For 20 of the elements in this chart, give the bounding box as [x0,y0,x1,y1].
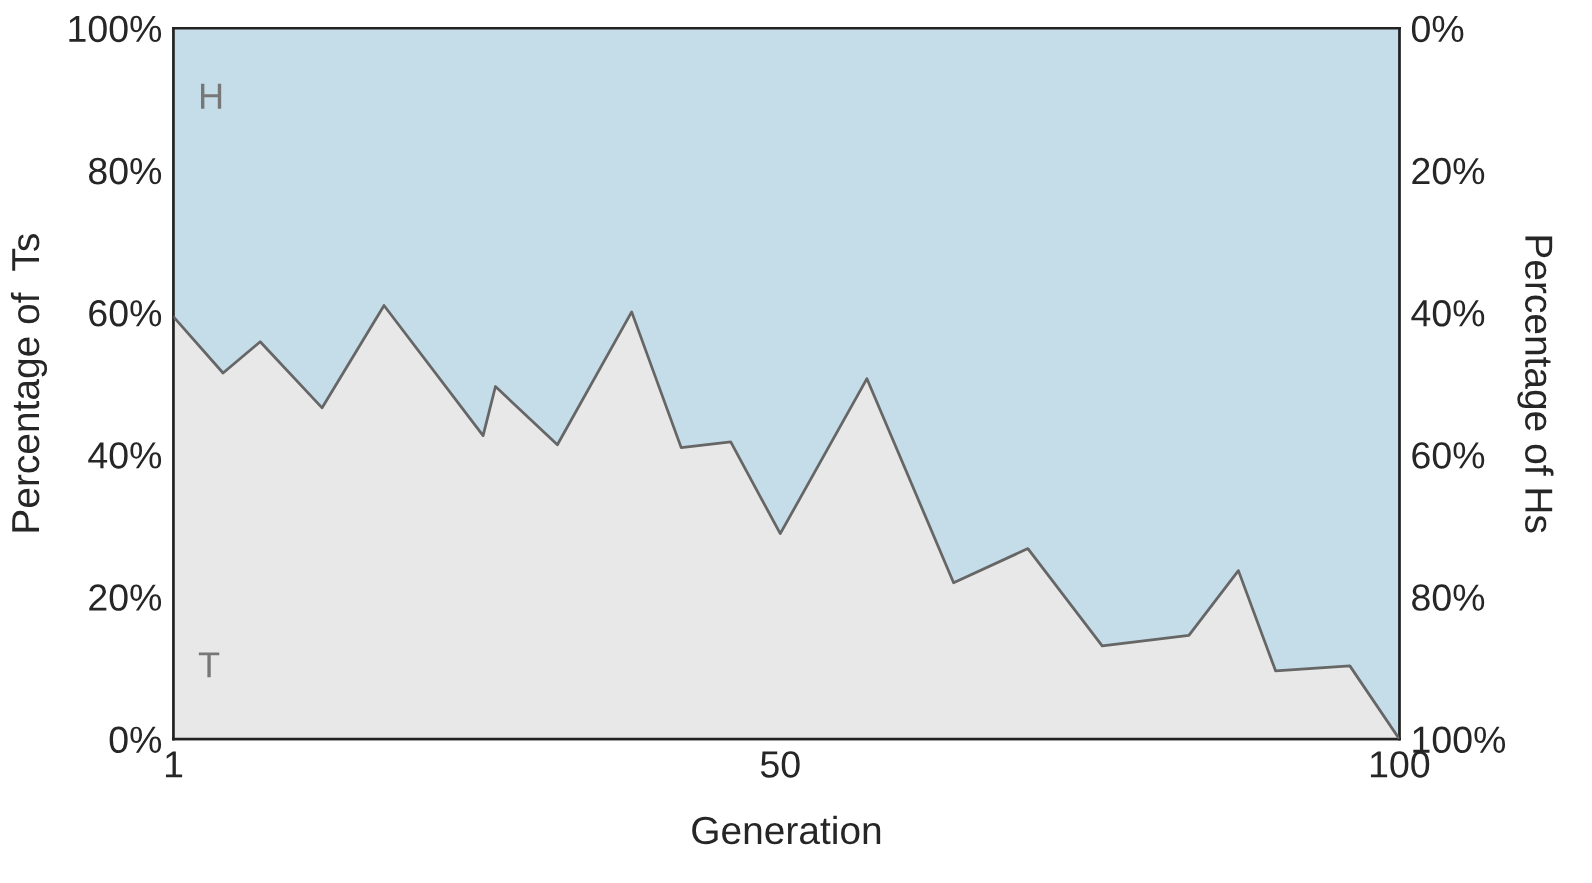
y-tick-label: 20% [89,584,162,611]
y2-tick-label: 60% [1412,442,1485,469]
y2-tick-label: 80% [1412,584,1485,611]
x-tick-label: 50 [760,751,800,778]
y-tick-label: 40% [88,442,162,469]
y-tick-label: 0% [109,726,162,754]
y-tick-label: 80% [88,157,162,185]
band-label: H [201,83,222,109]
series-label: T [198,652,220,678]
y2-tick-label: 100% [1413,726,1506,754]
y-tick-label: 100% [69,15,162,43]
x-axis-title: Generation [692,815,881,845]
y2-tick-label: 20% [1412,157,1485,185]
y2-axis-title: Percentage of Hs [1517,236,1554,533]
y-axis-title: Percentage of Ts [10,234,48,532]
x-tick-label: 1 [165,751,183,778]
y-tick-label: 60% [89,299,162,327]
x-tick-label: 100 [1370,751,1430,778]
y2-tick-label: 0% [1411,15,1464,43]
y2-tick-label: 40% [1411,299,1485,327]
